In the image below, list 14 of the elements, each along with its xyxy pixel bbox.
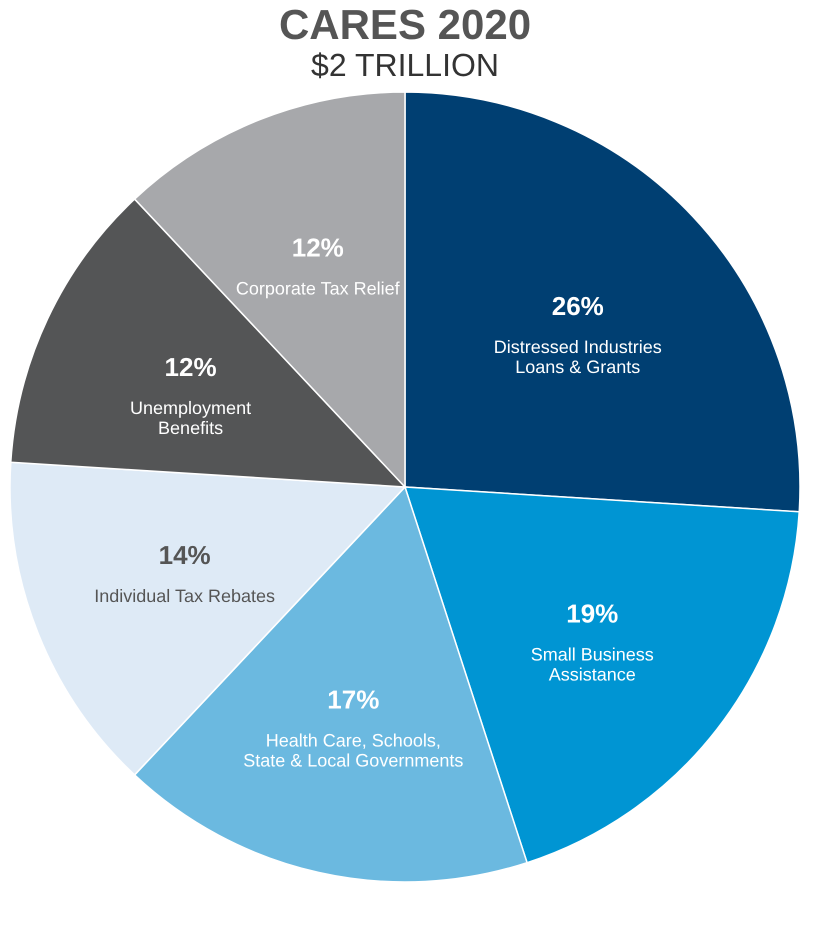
data-label: 14% — [158, 540, 211, 570]
chart-title: CARES 2020 — [278, 1, 532, 48]
slice-label: Small Business Assistance — [530, 644, 654, 684]
data-label: 12% — [292, 232, 344, 263]
chart-subtitle: $2 TRILLION — [311, 47, 499, 83]
slice-label: Corporate Tax Relief — [236, 278, 401, 299]
data-label: 17% — [327, 684, 380, 714]
slice-label: Distressed Industries Loans & Grants — [494, 336, 662, 377]
slice-label: Health Care, Schools, State & Local Governments — [243, 730, 464, 770]
data-label: 12% — [164, 352, 217, 382]
slice-label: Unemployment Benefits — [130, 398, 252, 438]
data-label: 19% — [566, 598, 618, 628]
slice-label: Individual Tax Rebates — [94, 586, 276, 606]
data-label: 26% — [552, 290, 604, 321]
